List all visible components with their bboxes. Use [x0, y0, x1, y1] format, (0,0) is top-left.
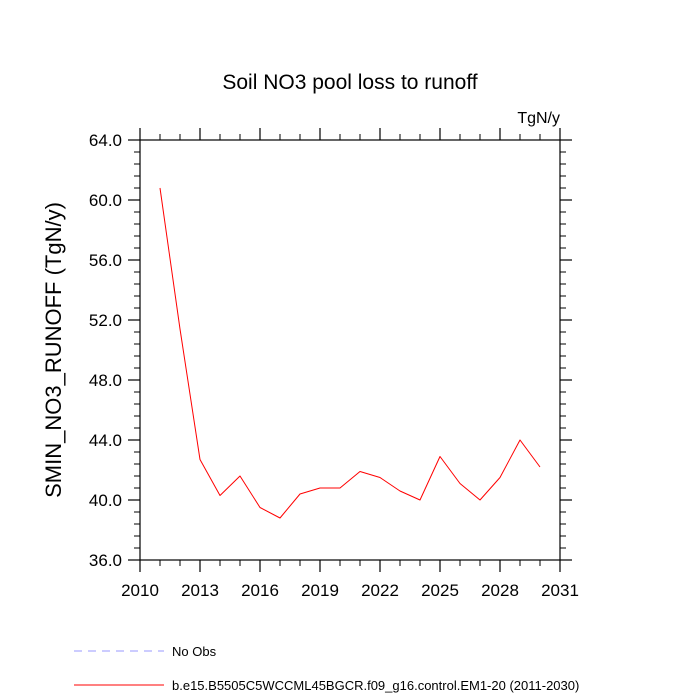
series-layer — [159, 187, 541, 519]
y-tick-label: 40.0 — [89, 491, 122, 510]
x-tick-label: 2022 — [361, 581, 399, 600]
y-tick-label: 60.0 — [89, 191, 122, 210]
y-tick-label: 56.0 — [89, 251, 122, 270]
legend-label: No Obs — [172, 644, 217, 659]
legend-label: b.e15.B5505C5WCCML45BGCR.f09_g16.control… — [172, 678, 579, 693]
y-tick-label: 52.0 — [89, 311, 122, 330]
x-tick-label: 2031 — [541, 581, 579, 600]
x-tick-label: 2013 — [181, 581, 219, 600]
y-tick-label: 44.0 — [89, 431, 122, 450]
x-tick-label: 2010 — [121, 581, 159, 600]
y-tick-label: 36.0 — [89, 551, 122, 570]
x-tick-label: 2025 — [421, 581, 459, 600]
x-tick-label: 2028 — [481, 581, 519, 600]
chart-title: Soil NO3 pool loss to runoff — [222, 71, 477, 94]
x-tick-label: 2016 — [241, 581, 279, 600]
y-tick-label: 48.0 — [89, 371, 122, 390]
units-label: TgN/y — [517, 110, 560, 127]
legend: No Obs b.e15.B5505C5WCCML45BGCR.f09_g16.c… — [74, 644, 579, 693]
plot-frame — [139, 139, 561, 561]
series-line — [159, 187, 541, 519]
y-tick-label: 64.0 — [89, 131, 122, 150]
x-tick-label: 2019 — [301, 581, 339, 600]
axis-ticks: 2010 2013 2016 2019 2022 2025 2028 2031 36.0 40.0… — [89, 128, 579, 600]
y-axis-label: SMIN_NO3_RUNOFF (TgN/y) — [41, 202, 66, 498]
